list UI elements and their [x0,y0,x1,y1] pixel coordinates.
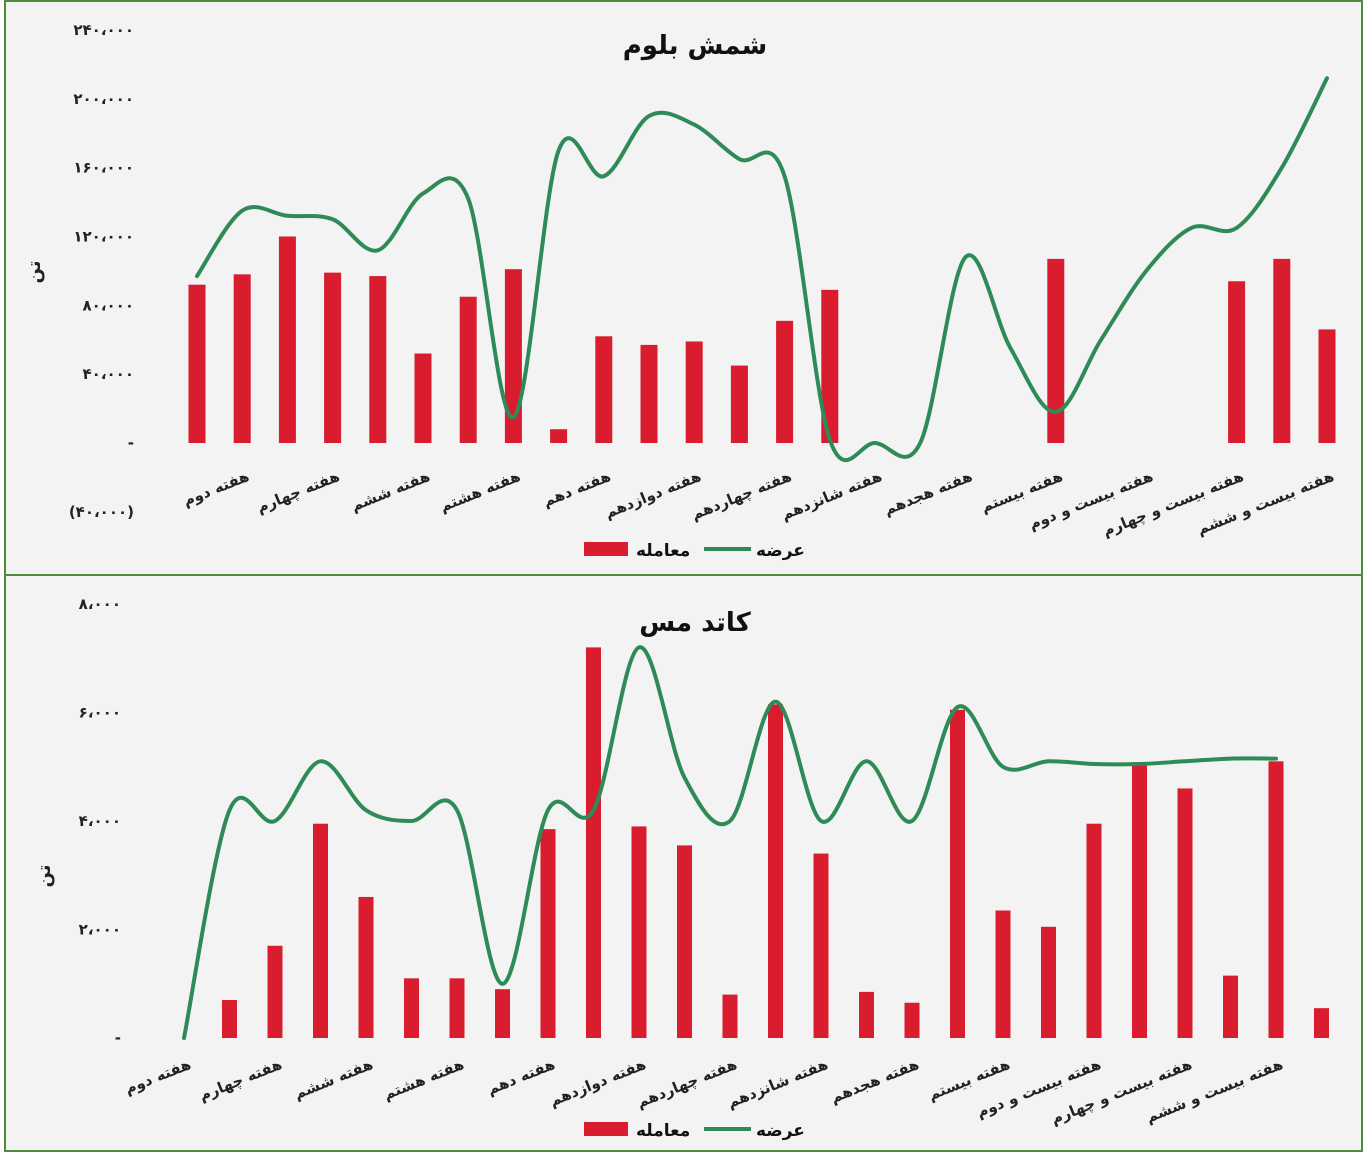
x-tick-label: هفته هشتم [437,467,523,516]
bar-trade [776,320,794,443]
x-tick-label: هفته دوازدهم [547,1055,649,1110]
y-tick-label: ۱۶۰،۰۰۰ [73,159,134,177]
x-tick-label: هفته دهم [484,1055,557,1098]
bar-trade [1314,1008,1329,1038]
chart-title: کاتد مس [639,608,751,638]
legend-label-trade: معامله [636,541,690,561]
bar-trade [813,853,829,1038]
chart-panel-shemsh-blum: شمش بلوم (۴۰،۰۰۰) - ۴۰،۰۰۰ ۸۰،۰۰۰ ۱۲۰،۰۰۰ ۱۶۰،… [4,0,1363,576]
bar-trade [313,823,328,1038]
bar-trade [995,910,1011,1038]
y-axis-label: تن [24,261,45,284]
bar-trade [358,896,374,1038]
bar-trade [1268,761,1284,1038]
line-supply [195,76,1329,463]
bar-trade [459,296,477,443]
y-tick-label: (۴۰،۰۰۰) [69,503,134,521]
bar-trade [640,344,658,443]
y-tick-label: ۱۲۰،۰۰۰ [73,228,134,246]
y-tick-label: ۶،۰۰۰ [79,704,121,722]
chart-shemsh-blum: شمش بلوم (۴۰،۰۰۰) - ۴۰،۰۰۰ ۸۰،۰۰۰ ۱۲۰،۰۰۰ ۱۶۰،… [24,21,1336,561]
chart-title: شمش بلوم [623,31,768,61]
bar-trade [950,709,965,1038]
bar-trade [188,284,206,443]
x-tick-label: هفته چهاردهم [634,1055,740,1113]
line-supply [182,645,1278,1040]
x-tick-label: هفته هجدهم [881,467,975,519]
bar-trade [722,994,738,1038]
bar-trade [504,269,522,443]
x-tick-label: هفته چهاردهم [689,467,795,525]
bar-trade [233,274,251,443]
y-tick-label: - [128,434,134,452]
x-tick-label: هفته چهارم [197,1055,285,1105]
bar-trade [685,341,703,443]
x-tick-label: هفته هجدهم [828,1055,922,1107]
y-tick-label: ۴،۰۰۰ [79,812,121,830]
bar-trade [1228,281,1246,443]
bar-trade [1132,764,1147,1038]
bar-trade [904,1002,920,1038]
bar-trade [414,353,432,443]
bar-trade [1041,926,1056,1038]
bar-trade [1318,329,1336,443]
bar-trade [1223,975,1238,1038]
bar-trade [1177,788,1193,1038]
legend-swatch-trade [584,1122,628,1136]
legend-label-supply: عرضه [756,1121,805,1141]
x-tick-label: هفته دوم [180,467,251,510]
bar-trade [369,276,387,443]
y-tick-label: ۴۰،۰۰۰ [83,365,134,383]
bar-trade [495,989,510,1038]
x-tick-label: هفته ششم [348,467,432,515]
bar-trade [677,845,692,1038]
bar-trade [267,945,283,1038]
bar-trade [1047,258,1065,443]
x-tick-label: هفته ششم [291,1055,375,1103]
y-tick-label: ۲،۰۰۰ [79,921,121,939]
bar-trade [449,978,465,1038]
bar-trade [1273,258,1291,443]
x-tick-label: هفته هشتم [381,1055,467,1104]
bar-trade [1086,823,1102,1038]
y-tick-label: ۸،۰۰۰ [79,595,121,613]
bar-trade [404,978,419,1038]
bar-trade [595,336,613,443]
x-tick-label: هفته دهم [540,467,613,510]
legend-swatch-trade [584,542,628,556]
x-tick-label: هفته چهارم [254,467,342,517]
legend-label-supply: عرضه [756,541,805,561]
bar-trade [222,1000,237,1038]
x-tick-label: هفته دوازدهم [602,467,704,522]
x-tick-label: هفته شانزدهم [779,467,885,524]
y-tick-label: ۲۰۰،۰۰۰ [73,90,134,108]
bar-trade [859,991,874,1038]
bar-trade [730,365,748,443]
y-tick-label: ۲۴۰،۰۰۰ [73,21,134,39]
bar-trade [550,429,568,443]
y-tick-label: ۸۰،۰۰۰ [83,296,134,314]
chart-panel-katod-mes: کاتد مس -۲،۰۰۰ ۴،۰۰۰ ۶،۰۰۰ ۸،۰۰۰ تن هفته دوم هف… [4,574,1363,1152]
y-axis-label: تن [34,865,55,888]
bar-trade [821,289,839,443]
x-tick-label: هفته شانزدهم [725,1055,831,1112]
bar-trade [768,704,783,1038]
bar-trade [631,826,647,1038]
y-tick-label: - [115,1029,121,1047]
bar-trade [278,236,296,443]
bar-trade [540,829,556,1038]
bar-trade [324,272,342,443]
bar-trade [586,647,601,1038]
x-tick-label: هفته دوم [122,1055,193,1098]
legend-label-trade: معامله [636,1121,690,1141]
